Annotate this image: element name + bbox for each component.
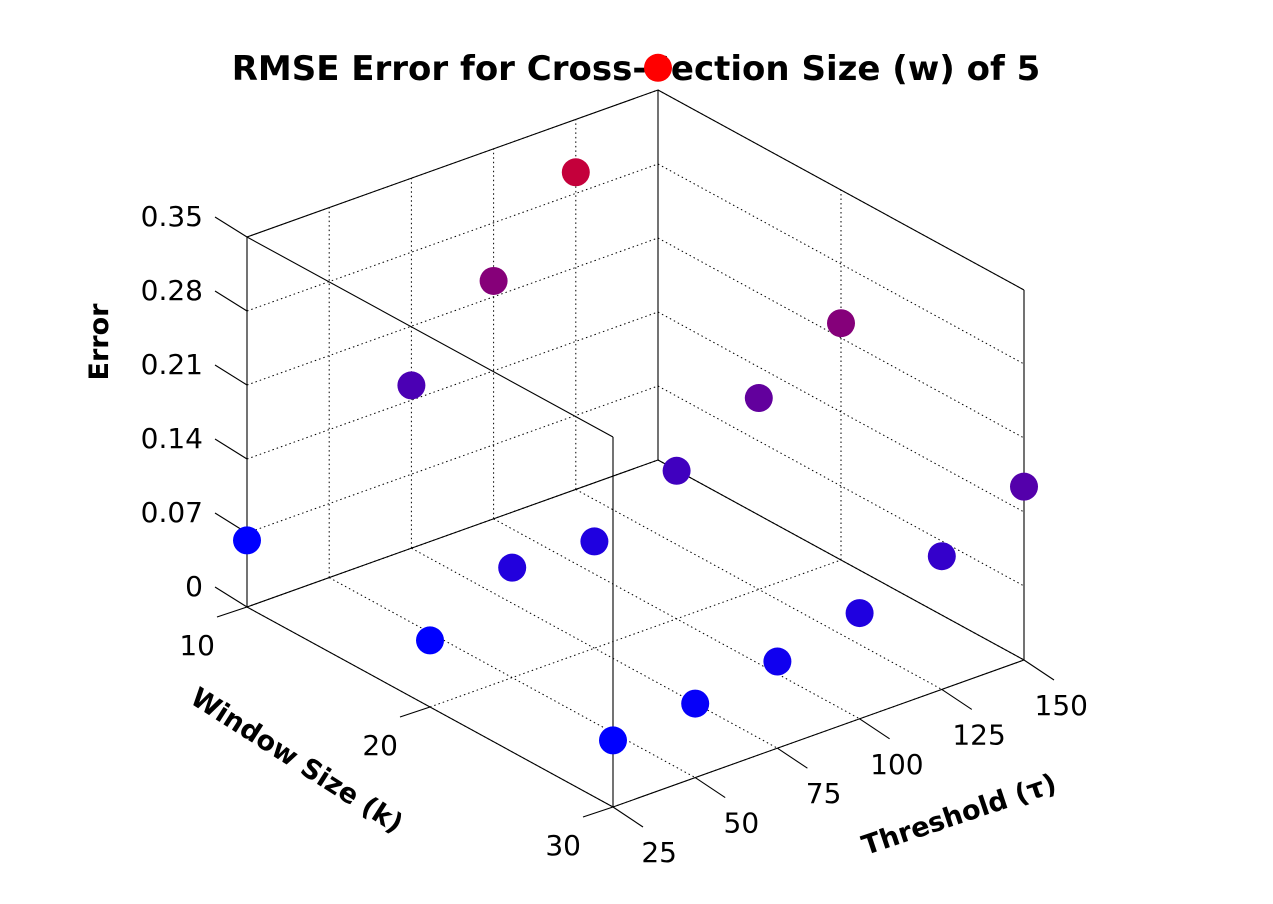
data-point: [681, 689, 710, 718]
back-wall-grid-line: [246, 163, 659, 312]
box-edge: [246, 236, 614, 438]
chart-title: RMSE Error for Cross-Section Size (w) of…: [232, 49, 1041, 89]
box-edge: [657, 459, 1025, 661]
tick-layer: 0 0.07 0.14 0.21 0.28 0.35 10 20 30 25 50 75 100 125 1…: [141, 200, 1088, 869]
z-tick-label: 0: [185, 570, 203, 603]
y-tick-mark: [399, 706, 431, 718]
data-point: [599, 726, 627, 755]
back-wall-grid-line: [246, 237, 659, 386]
box-edge: [657, 89, 1025, 291]
data-point: [479, 266, 508, 295]
x-tick-label: 150: [1035, 689, 1088, 722]
box-edge: [246, 459, 659, 608]
y-tick-mark: [582, 806, 614, 818]
data-point: [744, 384, 773, 413]
z-axis-label: Error: [84, 303, 115, 381]
data-point: [927, 542, 956, 571]
z-tick-mark: [214, 364, 248, 386]
data-point: [233, 526, 261, 555]
x-tick-mark: [859, 718, 890, 740]
side-wall-grid-line: [657, 163, 1025, 365]
floor-grid-line: [411, 547, 778, 749]
floor-grid-line: [575, 488, 943, 690]
x-tick-mark: [941, 688, 973, 710]
side-wall-grid-line: [657, 237, 1025, 439]
data-point: [644, 53, 672, 82]
x-tick-mark: [612, 806, 644, 828]
z-tick-mark: [214, 438, 248, 460]
point-layer: [233, 53, 1038, 755]
data-point: [580, 527, 609, 556]
z-tick-mark: [214, 290, 248, 312]
x-tick-label: 100: [870, 748, 923, 781]
data-point: [662, 456, 691, 485]
axes-box: [246, 89, 1025, 808]
y-tick-mark: [216, 606, 248, 618]
z-tick-label: 0.14: [141, 422, 203, 455]
y-tick-label: 20: [362, 729, 398, 762]
side-wall-grid-line: [657, 311, 1025, 513]
z-tick-label: 0.07: [141, 496, 203, 529]
data-point: [1010, 472, 1038, 501]
floor-grid-line: [493, 518, 860, 720]
floor-grid-line: [328, 577, 696, 779]
data-point: [498, 553, 527, 582]
box-edge: [612, 659, 1025, 808]
data-point: [827, 309, 855, 338]
side-wall-grid-line: [657, 385, 1025, 587]
back-wall-grid-line: [246, 385, 659, 534]
y-tick-label: 10: [179, 629, 215, 662]
y-tick-label: 30: [545, 829, 581, 862]
data-point: [763, 647, 792, 676]
grid-layer: [246, 89, 1025, 808]
x-tick-mark: [1023, 659, 1055, 681]
data-point: [397, 371, 426, 400]
box-edge: [246, 89, 659, 238]
z-tick-label: 0.21: [141, 348, 203, 381]
z-tick-mark: [214, 216, 248, 238]
data-point: [561, 158, 590, 187]
x-tick-label: 25: [641, 836, 677, 869]
x-tick-label: 50: [724, 807, 760, 840]
z-tick-mark: [214, 586, 248, 608]
z-tick-label: 0.35: [141, 200, 203, 233]
x-tick-label: 125: [952, 718, 1005, 751]
data-point: [416, 626, 444, 655]
data-point: [845, 599, 874, 628]
x-axis-label: Threshold (τ): [858, 768, 1060, 862]
z-tick-label: 0.28: [141, 274, 203, 307]
floor-grid-line: [429, 559, 842, 708]
x-tick-mark: [694, 777, 726, 799]
x-tick-label: 75: [806, 777, 842, 810]
x-tick-mark: [777, 747, 808, 769]
back-wall-grid-line: [246, 311, 659, 460]
